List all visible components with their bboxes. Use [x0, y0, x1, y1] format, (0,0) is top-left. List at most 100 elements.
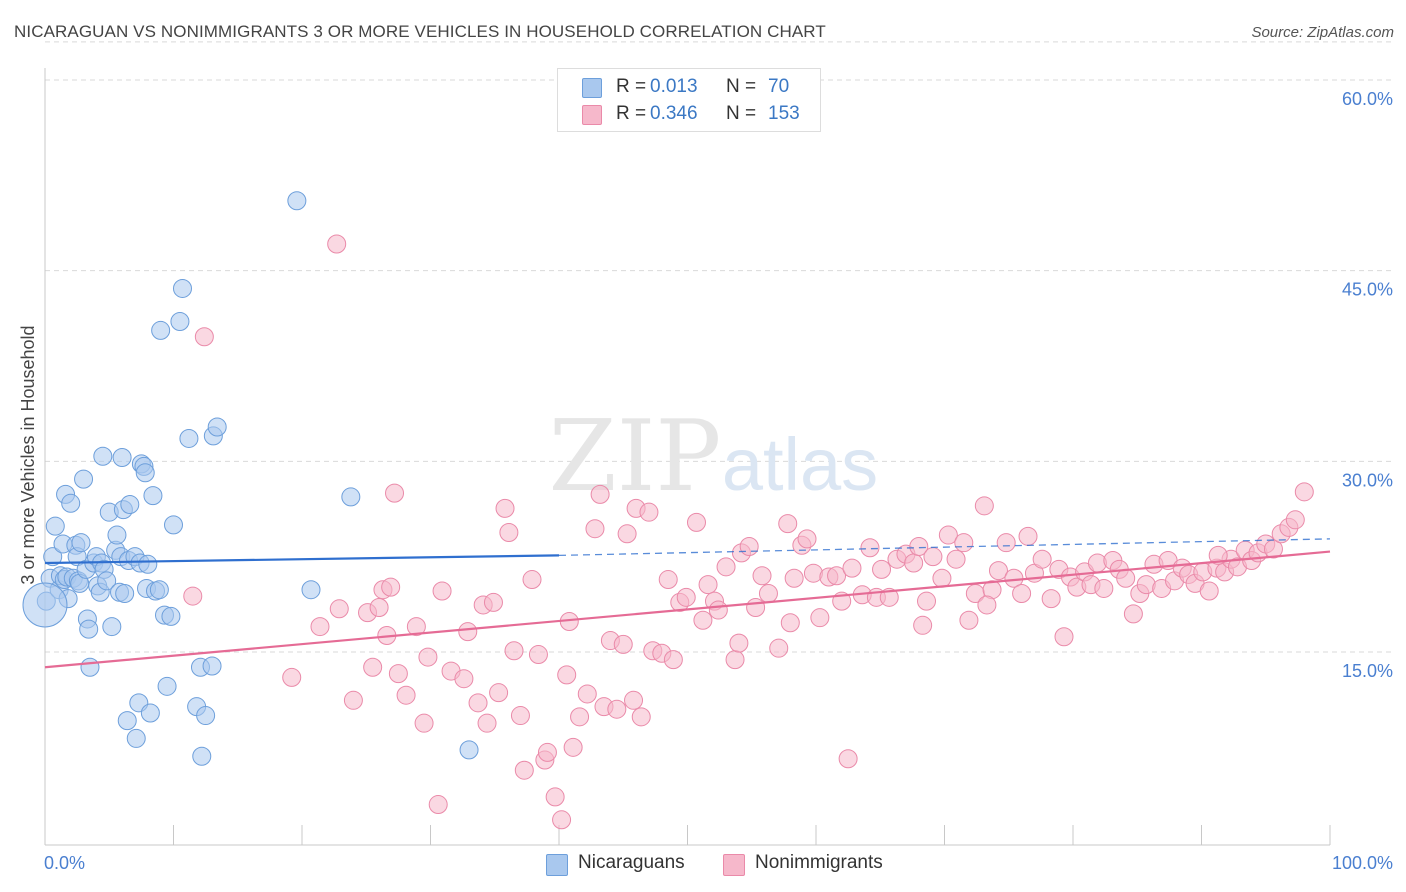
data-point: [287, 191, 307, 211]
data-point: [746, 598, 766, 618]
data-point: [946, 549, 966, 569]
y-tick-label: 15.0%: [1342, 661, 1393, 681]
data-point: [1208, 545, 1228, 565]
legend-swatch-pink: [582, 105, 602, 125]
data-point: [537, 742, 557, 762]
data-point: [693, 610, 713, 630]
grid-lines: [45, 41, 1395, 653]
data-point: [577, 684, 597, 704]
data-point: [418, 647, 438, 667]
data-point: [607, 699, 627, 719]
data-point: [454, 669, 474, 689]
data-point: [932, 568, 952, 588]
data-point: [79, 619, 99, 639]
n-label: N =: [726, 76, 757, 97]
data-point: [974, 496, 994, 516]
legend-swatch-blue: [582, 78, 602, 98]
data-point: [483, 592, 503, 612]
series-nicaraguans: [22, 191, 479, 766]
n-label: N =: [726, 103, 757, 124]
data-point: [698, 575, 718, 595]
data-point: [872, 559, 892, 579]
data-point: [428, 795, 448, 815]
legend-label: Nonimmigrants: [755, 852, 883, 873]
data-point: [725, 650, 745, 670]
data-point: [590, 484, 610, 504]
data-point: [207, 417, 227, 437]
data-point: [769, 638, 789, 658]
data-point: [959, 610, 979, 630]
data-point: [149, 580, 169, 600]
data-point: [406, 617, 426, 637]
data-point: [528, 645, 548, 665]
r-label: R =: [616, 103, 647, 124]
data-point: [1123, 604, 1143, 624]
data-point: [143, 486, 163, 506]
data-point: [196, 706, 216, 726]
data-point: [1094, 578, 1114, 598]
data-point: [1294, 482, 1314, 502]
data-point: [93, 446, 113, 466]
data-point: [780, 613, 800, 633]
data-point: [988, 561, 1008, 581]
data-point: [172, 278, 192, 298]
data-point: [613, 634, 633, 654]
data-point: [1285, 510, 1305, 530]
data-point: [489, 683, 509, 703]
watermark: ZIP atlas: [549, 400, 879, 514]
data-point: [115, 584, 135, 604]
data-point: [909, 536, 929, 556]
trend-lines: [44, 538, 1331, 669]
data-point: [477, 713, 497, 733]
data-point: [396, 685, 416, 705]
trend-line-nicaraguans: [44, 554, 560, 565]
data-point: [954, 533, 974, 553]
data-point: [194, 327, 214, 347]
chart-title: NICARAGUAN VS NONIMMIGRANTS 3 OR MORE VE…: [14, 22, 826, 41]
data-point: [624, 690, 644, 710]
y-axis-label: 3 or more Vehicles in Household: [18, 325, 38, 584]
data-point: [658, 570, 678, 590]
data-point: [639, 502, 659, 522]
data-point: [117, 711, 137, 731]
data-point: [343, 690, 363, 710]
data-point: [183, 586, 203, 606]
data-point: [758, 584, 778, 604]
data-point: [381, 577, 401, 597]
data-point: [1116, 568, 1136, 588]
data-point: [71, 533, 91, 553]
data-point: [842, 558, 862, 578]
data-point: [385, 483, 405, 503]
data-point: [161, 606, 181, 626]
data-point: [369, 598, 389, 618]
y-tick-label: 60.0%: [1342, 89, 1393, 109]
data-point: [552, 810, 572, 830]
data-point: [879, 587, 899, 607]
data-point: [923, 547, 943, 567]
trend-line-nicaraguans-extrapolated: [558, 538, 1331, 557]
data-point: [329, 599, 349, 619]
data-point: [499, 523, 519, 543]
x-tick-label: 100.0%: [1332, 853, 1393, 873]
watermark-zip: ZIP: [549, 400, 722, 514]
legend-label: Nicaraguans: [578, 852, 685, 873]
data-point: [977, 595, 997, 615]
data-point: [170, 312, 190, 332]
data-point: [45, 516, 65, 536]
data-point: [1018, 526, 1038, 546]
data-point: [617, 524, 637, 544]
y-axis-tick-labels: 15.0% 30.0% 45.0% 60.0%: [1342, 89, 1393, 681]
data-point: [860, 538, 880, 558]
data-point: [151, 320, 171, 340]
data-point: [570, 707, 590, 727]
correlation-legend: R = 0.013 N = 70 R = 0.346 N = 153: [557, 68, 821, 132]
n-value: 70: [768, 76, 790, 97]
data-point: [686, 512, 706, 532]
data-point: [708, 600, 728, 620]
data-point: [301, 580, 321, 600]
data-point: [631, 707, 651, 727]
data-point: [459, 740, 479, 760]
data-point: [363, 657, 383, 677]
data-point: [917, 591, 937, 611]
